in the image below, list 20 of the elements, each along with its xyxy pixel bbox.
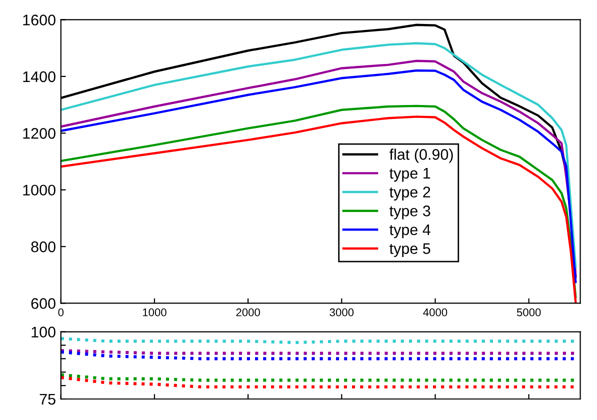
legend-label: type 5 bbox=[390, 243, 430, 257]
y-tick-label: 100 bbox=[32, 326, 56, 338]
x-tick-label: 0 bbox=[58, 308, 64, 316]
legend-label: type 1 bbox=[390, 168, 430, 182]
x-tick-label: 3000 bbox=[330, 308, 354, 316]
x-tick-label: 5000 bbox=[516, 308, 541, 316]
y-tick-label: 1400 bbox=[23, 71, 56, 82]
legend-label: type 2 bbox=[390, 186, 430, 201]
y-tick-label: 600 bbox=[31, 298, 56, 309]
y-tick-label: 1000 bbox=[23, 184, 56, 196]
y-tick-label: 1200 bbox=[23, 128, 56, 139]
legend-label: type 3 bbox=[390, 206, 430, 220]
y-tick-label: 1600 bbox=[23, 14, 56, 26]
y-tick-label: 75 bbox=[40, 394, 56, 405]
legend-label: flat (0.90) bbox=[389, 148, 453, 163]
x-tick-label: 4000 bbox=[423, 308, 448, 316]
legend-label: type 4 bbox=[390, 224, 430, 238]
x-tick-label: 2000 bbox=[236, 308, 260, 316]
y-tick-label: 800 bbox=[31, 241, 56, 252]
x-tick-label: 1000 bbox=[142, 308, 166, 316]
